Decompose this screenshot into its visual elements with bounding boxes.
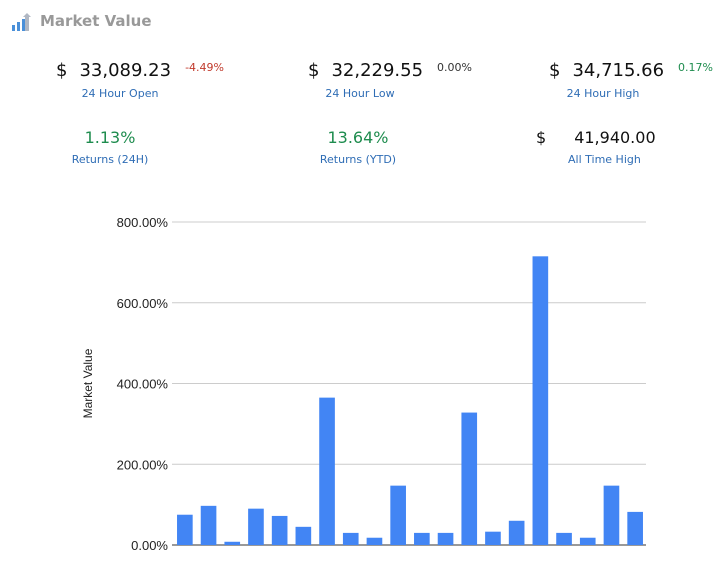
returns-ytd-label: Returns (YTD) [319,153,397,166]
returns-24h-label: Returns (24H) [71,153,149,166]
currency-symbol: $ [56,60,68,81]
bar[interactable] [366,537,383,545]
y-tick-label: 600.00% [117,296,169,311]
bar[interactable] [200,505,217,545]
currency-symbol: $ [307,60,320,81]
low-change: 0.00% [437,61,472,74]
chart-logo-icon [12,13,31,31]
open-value: 33,089.23 [79,60,172,81]
bar[interactable] [556,532,572,545]
y-tick-label: 800.00% [117,215,169,230]
bar[interactable] [177,514,193,545]
high-label: 24 Hour High [566,87,640,100]
high-value: 34,715.66 [572,60,665,81]
bar[interactable] [224,541,241,545]
currency-symbol: $ [548,60,561,81]
bar[interactable] [461,412,478,545]
bar[interactable] [248,508,264,545]
ath-label: All Time High [568,153,641,166]
stat-returns-ytd: 13.64% Returns (YTD) [298,128,418,166]
bar[interactable] [579,537,596,545]
open-label: 24 Hour Open [81,87,159,100]
stat-returns-24h: 1.13% Returns (24H) [50,128,170,166]
bar[interactable] [508,520,525,545]
stat-24h-high: $ 34,715.66 0.17% 24 Hour High [536,60,726,100]
bar[interactable] [437,532,454,545]
low-label: 24 Hour Low [325,87,395,100]
bar[interactable] [627,511,643,545]
y-tick-label: 200.00% [117,457,169,472]
header: Market Value [10,6,152,36]
page-title: Market Value [40,12,152,30]
bar[interactable] [295,526,312,545]
bar[interactable] [603,485,620,545]
ath-value: 41,940.00 [574,128,656,147]
stat-all-time-high: $ 41,940.00 All Time High [536,128,686,166]
bar[interactable] [414,532,430,545]
open-change: -4.49% [185,61,224,74]
bar[interactable] [319,397,335,545]
bar[interactable] [390,485,406,545]
y-tick-label: 400.00% [117,377,169,392]
returns-ytd-value: 13.64% [327,128,389,147]
high-change: 0.17% [678,61,713,74]
returns-24h-value: 1.13% [84,128,136,147]
y-tick-label: 0.00% [131,538,168,553]
currency-symbol: $ [536,128,547,147]
bar[interactable] [271,515,288,545]
bar[interactable] [485,531,501,545]
y-axis-label: Market Value [81,348,95,418]
market-value-chart: 0.00% 200.00% 400.00% 600.00% 800.00% Market … [81,215,646,553]
bar[interactable] [532,256,549,545]
bar[interactable] [342,532,359,545]
stat-24h-open: $ 33,089.23 -4.49% 24 Hour Open [40,60,240,100]
low-value: 32,229.55 [331,60,424,81]
stat-24h-low: $ 32,229.55 0.00% 24 Hour Low [290,60,490,100]
